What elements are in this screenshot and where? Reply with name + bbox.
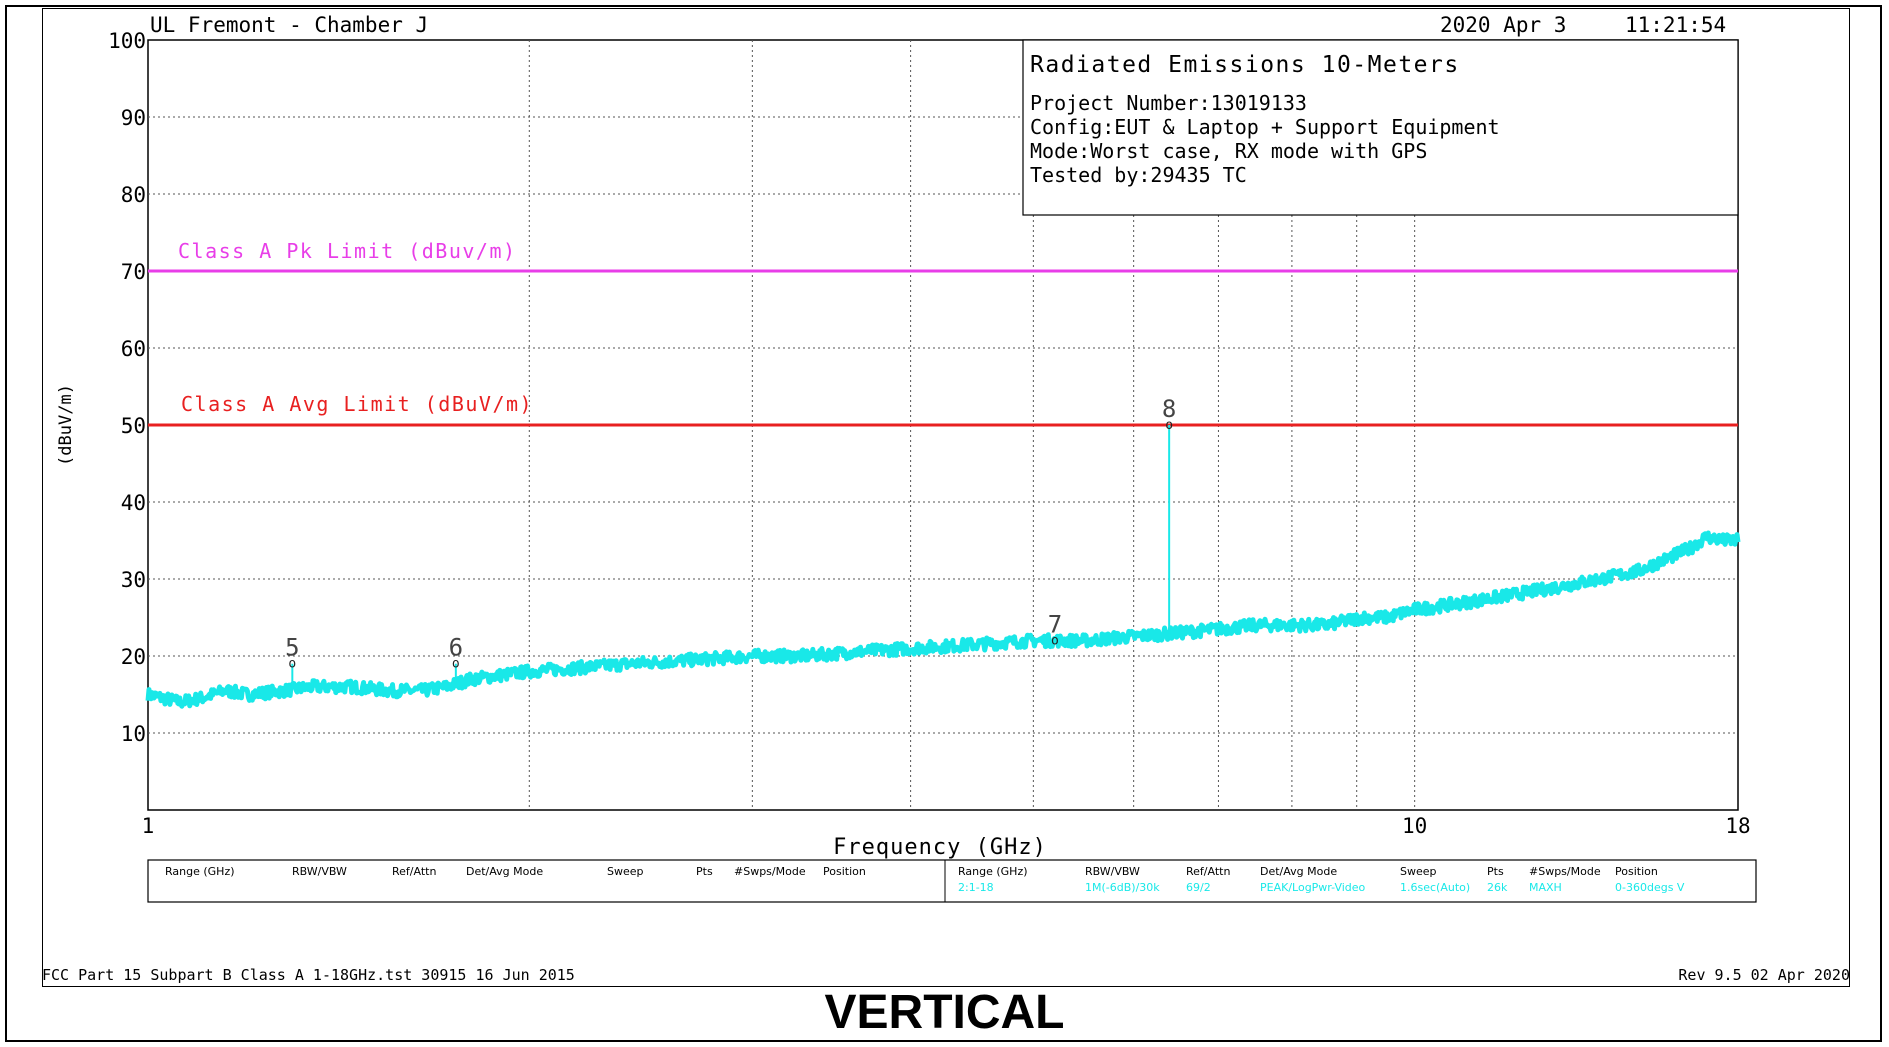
y-tick-label: 10 (121, 722, 146, 746)
footer-right: Rev 9.5 02 Apr 2020 (1678, 966, 1850, 984)
info-title: Radiated Emissions 10-Meters (1030, 52, 1460, 78)
settings-header: Range (GHz) (958, 865, 1028, 878)
settings-header: Sweep (607, 865, 644, 878)
settings-header: Det/Avg Mode (1260, 865, 1337, 878)
header-date: 2020 Apr 3 (1440, 13, 1566, 37)
settings-value: PEAK/LogPwr-Video (1260, 881, 1366, 894)
y-tick-label: 30 (121, 568, 146, 592)
settings-value: MAXH (1529, 881, 1562, 894)
y-tick-label: 90 (121, 106, 146, 130)
settings-header: Pts (696, 865, 713, 878)
settings-value: 1.6sec(Auto) (1400, 881, 1470, 894)
y-tick-label: 100 (108, 29, 146, 53)
y-tick-label: 60 (121, 337, 146, 361)
x-tick-label: 18 (1725, 814, 1750, 838)
y-tick-label: 50 (121, 414, 146, 438)
y-tick-label: 70 (121, 260, 146, 284)
y-axis-label: (dBuV/m) (56, 384, 76, 466)
settings-value: 26k (1487, 881, 1508, 894)
limit-lines (148, 269, 1738, 427)
info-project: Project Number:13019133 (1030, 91, 1307, 115)
lab-name: UL Fremont - Chamber J (150, 13, 428, 37)
marker-dot: o (1051, 634, 1059, 649)
page-frame (5, 5, 1882, 1042)
marker-label: 7 (1048, 611, 1062, 639)
y-tick-label: 80 (121, 183, 146, 207)
settings-value: 0-360degs V (1615, 881, 1685, 894)
trace-line (145, 530, 1741, 709)
footer-left: FCC Part 15 Subpart B Class A 1-18GHz.ts… (42, 966, 575, 984)
trace-group (145, 530, 1741, 709)
settings-cells: Range (GHz) RBW/VBW Ref/Attn Det/Avg Mode Sw… (165, 865, 1685, 894)
marker-label: 8 (1162, 395, 1176, 423)
settings-header: Position (1615, 865, 1658, 878)
settings-header: Ref/Attn (392, 865, 436, 878)
settings-table (147, 859, 1757, 903)
settings-value: 69/2 (1186, 881, 1211, 894)
settings-header: Position (823, 865, 866, 878)
avg-limit-label: Class A Avg Limit (dBuV/m) (181, 392, 533, 416)
x-tick-labels: 1 10 18 (142, 814, 1751, 838)
header-time: 11:21:54 (1625, 13, 1726, 37)
settings-value: 1M(-6dB)/30k (1085, 881, 1160, 894)
settings-header: Ref/Attn (1186, 865, 1230, 878)
x-tick-label: 1 (142, 814, 155, 838)
settings-header: Sweep (1400, 865, 1437, 878)
settings-header: #Swps/Mode (734, 865, 806, 878)
info-config: Config:EUT & Laptop + Support Equipment (1030, 115, 1500, 139)
x-axis-label: Frequency (GHz) (833, 835, 1047, 860)
info-tested-by: Tested by:29435 TC (1030, 163, 1247, 187)
settings-header: Pts (1487, 865, 1504, 878)
y-tick-label: 20 (121, 645, 146, 669)
settings-header: Range (GHz) (165, 865, 235, 878)
settings-header: RBW/VBW (1085, 865, 1140, 878)
x-tick-label: 10 (1402, 814, 1427, 838)
settings-value: 2:1-18 (958, 881, 994, 894)
marker-label: 5 (285, 634, 299, 662)
marker-dot: o (452, 657, 460, 672)
info-mode: Mode:Worst case, RX mode with GPS (1030, 139, 1427, 163)
y-tick-label: 40 (121, 491, 146, 515)
settings-header: Det/Avg Mode (466, 865, 543, 878)
report-frame (42, 8, 1850, 987)
settings-header: #Swps/Mode (1529, 865, 1601, 878)
info-box (1022, 39, 1739, 216)
marker-label: 6 (449, 634, 463, 662)
y-tick-labels: 10 20 30 40 50 60 70 80 90 100 (108, 29, 146, 746)
pk-limit-label: Class A Pk Limit (dBuv/m) (178, 239, 517, 263)
marker-dot: o (288, 657, 296, 672)
settings-header: RBW/VBW (292, 865, 347, 878)
marker-dot: o (1165, 418, 1173, 433)
polarization-caption: VERTICAL (824, 986, 1065, 1039)
